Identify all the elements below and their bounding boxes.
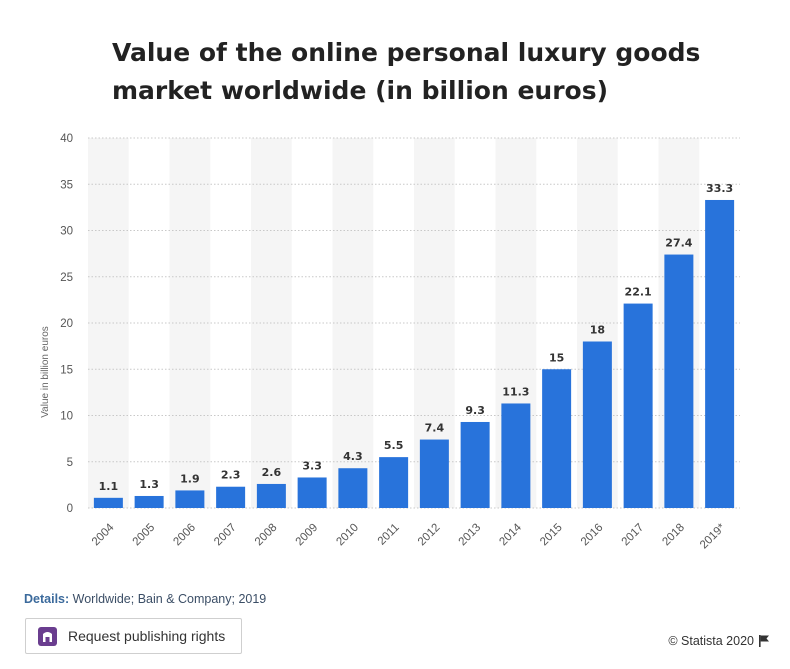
- bar[interactable]: [582, 341, 612, 509]
- y-tick-label: 30: [60, 226, 73, 238]
- flag-icon[interactable]: [759, 635, 770, 647]
- y-tick-label: 40: [60, 133, 73, 145]
- request-publishing-rights-label: Request publishing rights: [68, 628, 226, 644]
- data-label: 22.1: [625, 286, 652, 299]
- bar[interactable]: [379, 457, 409, 508]
- y-tick-label: 10: [60, 411, 73, 423]
- y-tick-label: 0: [67, 503, 73, 515]
- data-label: 2.6: [262, 466, 282, 479]
- x-tick-label: 2009: [294, 522, 321, 549]
- y-tick-label: 20: [60, 318, 73, 330]
- x-tick-label: 2008: [253, 522, 280, 549]
- bar[interactable]: [664, 254, 694, 508]
- data-labels: 1.1 1.3 1.9 2.3 2.6 3.3 4.3 5.5 7.4 9.3 11.3 15 18 22…: [99, 182, 734, 493]
- bar[interactable]: [542, 369, 572, 508]
- copyright: © Statista 2020: [668, 634, 770, 648]
- bar[interactable]: [419, 439, 449, 508]
- x-tick-label: 2019*: [698, 521, 728, 551]
- bar[interactable]: [134, 495, 164, 508]
- data-label: 7.4: [425, 422, 445, 435]
- data-label: 27.4: [665, 237, 692, 250]
- bar[interactable]: [623, 303, 653, 508]
- copyright-text: © Statista 2020: [668, 634, 754, 648]
- data-label: 1.9: [180, 472, 200, 485]
- y-tick-label: 5: [67, 457, 73, 469]
- background-band: [88, 138, 129, 508]
- data-label: 1.3: [139, 478, 159, 491]
- x-tick-label: 2018: [660, 522, 687, 549]
- y-tick-label: 15: [60, 364, 73, 376]
- bar[interactable]: [297, 477, 327, 508]
- bar[interactable]: [501, 403, 531, 508]
- x-tick-label: 2015: [538, 522, 565, 549]
- x-tick-label: 2007: [212, 522, 239, 549]
- bar[interactable]: [705, 199, 735, 508]
- bar[interactable]: [338, 468, 368, 508]
- bars: [93, 199, 735, 509]
- x-tick-label: 2013: [457, 522, 484, 549]
- data-label: 2.3: [221, 469, 241, 482]
- background-band: [332, 138, 374, 508]
- data-label: 1.1: [99, 480, 119, 493]
- x-tick-label: 2012: [416, 522, 443, 549]
- x-axis-ticks: 2004 2005 2006 2007 2008 2009 2010 2011 2012 2013…: [90, 521, 728, 551]
- data-label: 3.3: [302, 459, 322, 472]
- bar[interactable]: [216, 486, 246, 508]
- x-tick-label: 2014: [497, 521, 524, 548]
- data-label: 4.3: [343, 450, 363, 463]
- x-tick-label: 2011: [376, 522, 402, 548]
- data-label: 18: [590, 324, 605, 337]
- bar[interactable]: [460, 421, 490, 508]
- details-label: Details:: [24, 592, 70, 606]
- bar[interactable]: [256, 483, 286, 508]
- data-label: 5.5: [384, 439, 404, 452]
- x-tick-label: 2017: [620, 522, 647, 549]
- data-label: 15: [549, 351, 564, 364]
- data-label: 9.3: [465, 404, 485, 417]
- x-tick-label: 2005: [131, 522, 158, 549]
- data-label: 33.3: [706, 182, 733, 195]
- y-tick-label: 25: [60, 272, 73, 284]
- request-publishing-rights-button[interactable]: Request publishing rights: [25, 618, 242, 654]
- bar[interactable]: [175, 490, 205, 508]
- y-axis-ticks: 0 5 10 15 20 25 30 35 40: [60, 133, 73, 515]
- y-tick-label: 35: [60, 179, 73, 191]
- x-tick-label: 2016: [579, 522, 606, 549]
- details-text: Worldwide; Bain & Company; 2019: [69, 592, 267, 606]
- details-line: Details: Worldwide; Bain & Company; 2019: [24, 592, 266, 606]
- x-tick-label: 2010: [334, 522, 361, 549]
- x-tick-label: 2004: [90, 521, 117, 548]
- chart-title: Value of the online personal luxury good…: [112, 38, 701, 105]
- y-axis-label: Value in billion euros: [40, 326, 51, 418]
- publishing-rights-icon: [38, 626, 57, 646]
- x-tick-label: 2006: [171, 522, 198, 549]
- data-label: 11.3: [502, 385, 529, 398]
- bar[interactable]: [93, 497, 123, 508]
